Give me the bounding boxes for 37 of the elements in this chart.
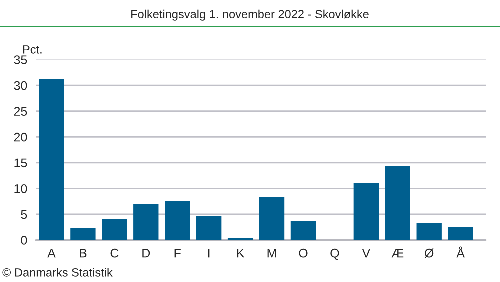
y-tick-label: 20	[14, 132, 28, 142]
y-tick-label: 25	[14, 107, 28, 116]
bar	[259, 197, 285, 240]
y-tick-label: 30	[14, 81, 28, 90]
x-tick-label: D	[142, 249, 150, 258]
bar	[290, 221, 316, 240]
x-tick-label: Æ	[392, 249, 404, 258]
x-tick-label: O	[299, 248, 308, 258]
x-tick-label: B	[80, 249, 87, 258]
bar	[102, 219, 128, 240]
bar	[196, 216, 222, 240]
bar	[165, 201, 190, 240]
y-axis-title: Pct.	[23, 46, 42, 54]
text: © Danmarks Statistik	[2, 268, 113, 277]
x-tick-label: A	[48, 249, 56, 258]
x-tick-label: I	[208, 249, 210, 258]
x-tick-label: C	[110, 248, 119, 258]
chart-title: Folketingsvalg 1. november 2022 - Skovløkke	[132, 10, 369, 21]
y-tick-label: 0	[21, 236, 28, 245]
y-tick-label: 15	[14, 158, 28, 168]
y-tick-label: 5	[21, 210, 28, 220]
bar	[416, 223, 442, 240]
y-tick-label: 10	[14, 184, 28, 194]
x-tick-label: M	[268, 249, 276, 258]
x-tick-label: K	[237, 249, 245, 258]
bar	[134, 204, 159, 240]
bar	[39, 79, 64, 240]
x-tick-label: F	[174, 249, 181, 258]
bar	[70, 228, 96, 240]
bar	[354, 184, 380, 240]
x-tick-label: Ø	[424, 248, 434, 258]
x-tick-label: V	[362, 249, 371, 258]
bar	[448, 227, 474, 240]
y-tick-label: 35	[14, 56, 28, 64]
bar	[385, 166, 410, 240]
x-tick-label: Q	[330, 248, 340, 260]
x-tick-label: Å	[456, 246, 465, 258]
